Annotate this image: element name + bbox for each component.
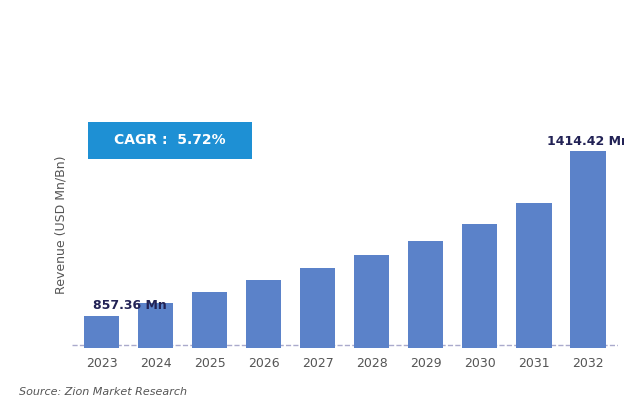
Bar [462,224,497,409]
Bar [300,268,335,409]
Text: 857.36 Mn: 857.36 Mn [94,299,167,312]
Bar [246,280,281,409]
Bar [570,151,606,409]
Bar [84,316,119,409]
Bar [517,203,552,409]
Bar [138,303,173,409]
Text: 1414.42 Mn: 1414.42 Mn [547,135,624,148]
Bar [408,240,444,409]
FancyBboxPatch shape [88,122,252,159]
Text: Distributed Temperature Sensing (DTS) Market,: Distributed Temperature Sensing (DTS) Ma… [70,19,554,37]
Text: CAGR :  5.72%: CAGR : 5.72% [114,133,226,147]
Text: Source: Zion Market Research: Source: Zion Market Research [19,387,187,397]
Y-axis label: Revenue (USD Mn/Bn): Revenue (USD Mn/Bn) [54,156,67,294]
Bar [354,255,389,409]
Text: Global Market Size, 2024-2032 (USD Million): Global Market Size, 2024-2032 (USD Milli… [142,55,482,70]
Bar [192,292,227,409]
